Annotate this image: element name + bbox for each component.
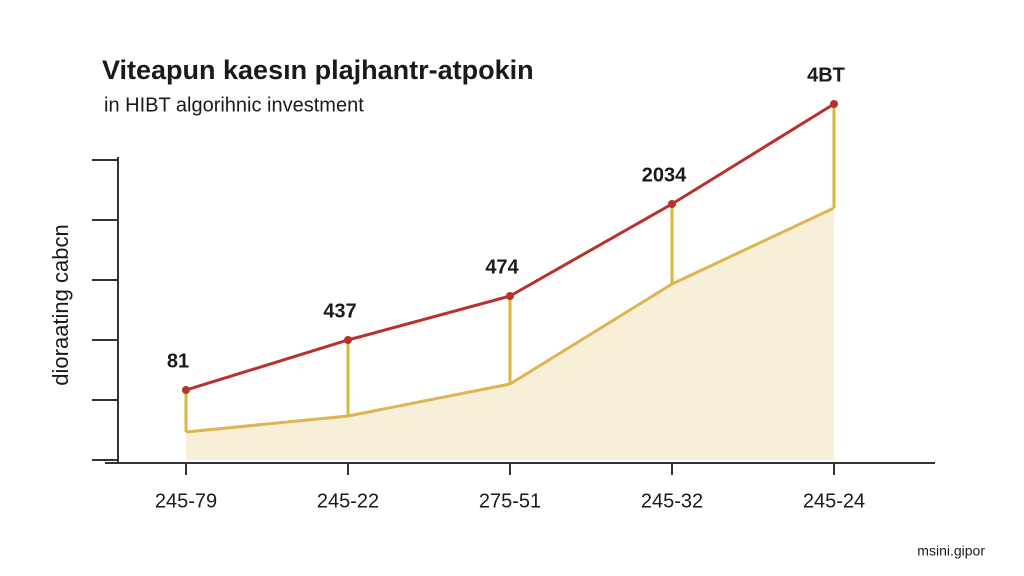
annotation: 4BT bbox=[807, 64, 845, 86]
annotation: 81 bbox=[167, 350, 189, 372]
area bbox=[186, 208, 834, 460]
point bbox=[668, 200, 676, 208]
annotation: 2034 bbox=[642, 164, 687, 186]
annotation: 437 bbox=[323, 300, 356, 322]
x-tick-label: 245-24 bbox=[803, 490, 865, 512]
annotation: 474 bbox=[485, 256, 519, 278]
point bbox=[344, 336, 352, 344]
chart-title: Viteapun kaesın plajhantr-atpokin bbox=[102, 55, 534, 85]
y-axis-label: dioraating cabcn bbox=[48, 224, 73, 385]
point bbox=[182, 386, 190, 394]
x-tick-label: 275-51 bbox=[479, 490, 541, 512]
x-tick-label: 245-79 bbox=[155, 490, 217, 512]
point bbox=[506, 292, 514, 300]
x-tick-label: 245-22 bbox=[317, 490, 379, 512]
x-tick-label: 245-32 bbox=[641, 490, 703, 512]
chart-subtitle: in HIBT algorihnic investment bbox=[104, 94, 364, 116]
point bbox=[830, 100, 838, 108]
watermark: msini.gipor bbox=[917, 543, 985, 559]
